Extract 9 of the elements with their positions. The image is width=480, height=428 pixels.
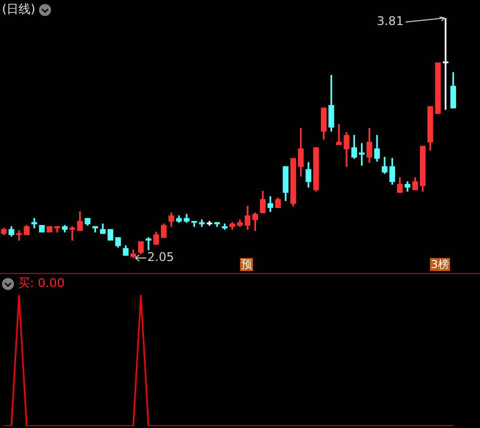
annotation: 2.05	[147, 250, 174, 264]
annotation: 3榜	[430, 258, 450, 271]
candlestick	[146, 237, 152, 250]
chart-title: (日线)	[2, 1, 36, 18]
candlestick	[16, 230, 22, 241]
annotation: 预	[240, 258, 253, 271]
annotation: 3.81	[376, 14, 404, 28]
chart-title: 买: 0.00	[18, 275, 65, 292]
candlestick	[442, 18, 448, 110]
